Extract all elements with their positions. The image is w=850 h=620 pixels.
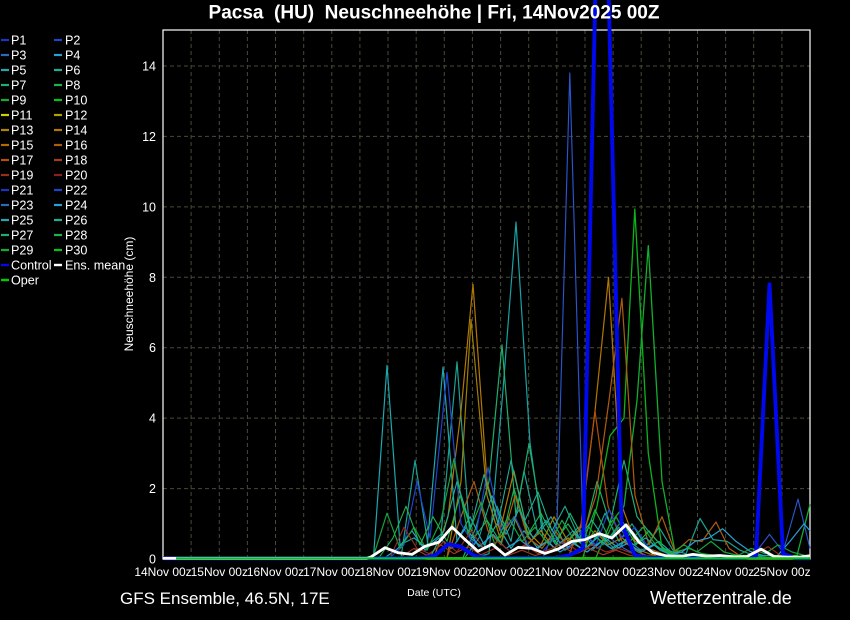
svg-text:P15: P15 [11,139,33,153]
svg-text:P4: P4 [65,49,80,63]
svg-text:15Nov 00z: 15Nov 00z [191,565,248,579]
svg-text:Pacsa (HU) Neuschneehöhe | F: Pacsa (HU) Neuschneehöhe | Fri, 14Nov202… [209,3,660,24]
svg-text:Date (UTC): Date (UTC) [407,587,461,599]
svg-text:P28: P28 [65,229,87,243]
svg-text:GFS Ensemble, 46.5N, 17E: GFS Ensemble, 46.5N, 17E [120,589,330,608]
svg-text:P1: P1 [11,34,26,48]
svg-text:P8: P8 [65,79,80,93]
svg-text:Control: Control [11,259,52,273]
svg-text:Oper: Oper [11,274,39,288]
svg-text:P11: P11 [11,109,32,123]
svg-text:20Nov 00z: 20Nov 00z [472,565,529,579]
svg-text:P26: P26 [65,214,87,228]
svg-text:P12: P12 [65,109,87,123]
svg-text:10: 10 [142,200,156,214]
svg-text:0: 0 [149,553,156,567]
svg-text:P7: P7 [11,79,26,93]
svg-text:P10: P10 [65,94,87,108]
svg-text:P24: P24 [65,199,87,213]
svg-text:14: 14 [142,60,156,74]
svg-text:25Nov 00z: 25Nov 00z [753,565,810,579]
svg-text:22Nov 00z: 22Nov 00z [584,565,641,579]
svg-text:P9: P9 [11,94,26,108]
svg-text:P20: P20 [65,169,87,183]
svg-text:P27: P27 [11,229,33,243]
svg-text:P25: P25 [11,214,33,228]
svg-text:P18: P18 [65,154,87,168]
svg-text:P22: P22 [65,184,87,198]
svg-text:P29: P29 [11,244,33,258]
svg-text:P16: P16 [65,139,87,153]
svg-text:4: 4 [149,412,156,426]
svg-text:8: 8 [149,271,156,285]
svg-text:P14: P14 [65,124,87,138]
svg-text:Neuschneehöhe (cm): Neuschneehöhe (cm) [122,237,136,352]
svg-text:16Nov 00z: 16Nov 00z [247,565,304,579]
svg-text:24Nov 00z: 24Nov 00z [697,565,754,579]
svg-text:6: 6 [149,341,156,355]
svg-text:2: 2 [149,482,156,496]
svg-text:P23: P23 [11,199,33,213]
svg-text:P5: P5 [11,64,26,78]
svg-text:P17: P17 [11,154,33,168]
svg-text:14Nov 00z: 14Nov 00z [134,565,191,579]
svg-text:P19: P19 [11,169,33,183]
svg-text:P21: P21 [11,184,33,198]
svg-text:17Nov 00z: 17Nov 00z [303,565,360,579]
svg-text:P6: P6 [65,64,80,78]
svg-text:21Nov 00z: 21Nov 00z [528,565,585,579]
svg-text:12: 12 [142,130,156,144]
svg-text:P30: P30 [65,244,87,258]
svg-text:P3: P3 [11,49,26,63]
svg-text:Ens. mean: Ens. mean [65,259,125,273]
svg-text:18Nov 00z: 18Nov 00z [359,565,416,579]
svg-text:19Nov 00z: 19Nov 00z [416,565,473,579]
svg-text:P13: P13 [11,124,33,138]
svg-text:23Nov 00z: 23Nov 00z [641,565,698,579]
svg-text:P2: P2 [65,34,80,48]
svg-text:Wetterzentrale.de: Wetterzentrale.de [650,588,792,608]
